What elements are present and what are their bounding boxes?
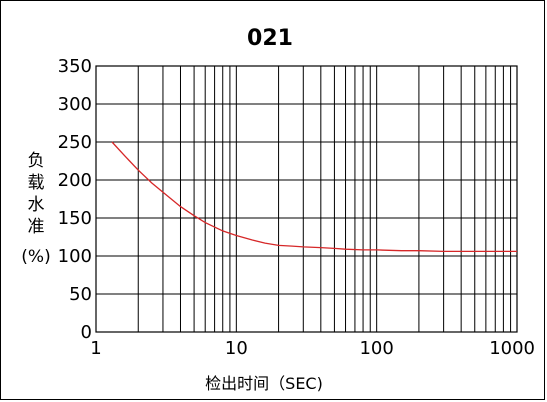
x-axis-label: 检出时间（SEC) [205, 374, 323, 393]
x-tick-label: 1000 [489, 338, 535, 359]
y-tick-label: 350 [58, 56, 92, 77]
y-tick-label: 250 [58, 132, 92, 153]
y-label-unit: (%) [21, 247, 50, 267]
y-tick-label: 300 [58, 94, 92, 115]
chart-title: 021 [247, 26, 293, 51]
x-tick-label: 1 [90, 338, 101, 359]
y-tick-label: 50 [69, 284, 92, 305]
x-tick-label: 10 [225, 338, 248, 359]
y-label-char: 准 [28, 217, 45, 237]
plot-border [95, 65, 518, 333]
chart-grid [95, 65, 518, 333]
y-tick-label: 100 [58, 246, 92, 267]
series-line [111, 141, 517, 253]
y-tick-label: 0 [81, 322, 92, 343]
series-group [111, 141, 517, 253]
y-tick-labels: 0 50 100 150 200 250 300 350 [58, 56, 92, 343]
x-tick-labels: 1 10 100 1000 [90, 338, 535, 359]
y-label-char: 载 [28, 173, 45, 193]
y-label-char: 水 [28, 195, 45, 215]
y-label-char: 负 [28, 151, 45, 171]
y-tick-label: 150 [58, 208, 92, 229]
y-tick-label: 200 [58, 170, 92, 191]
x-tick-label: 100 [359, 338, 393, 359]
